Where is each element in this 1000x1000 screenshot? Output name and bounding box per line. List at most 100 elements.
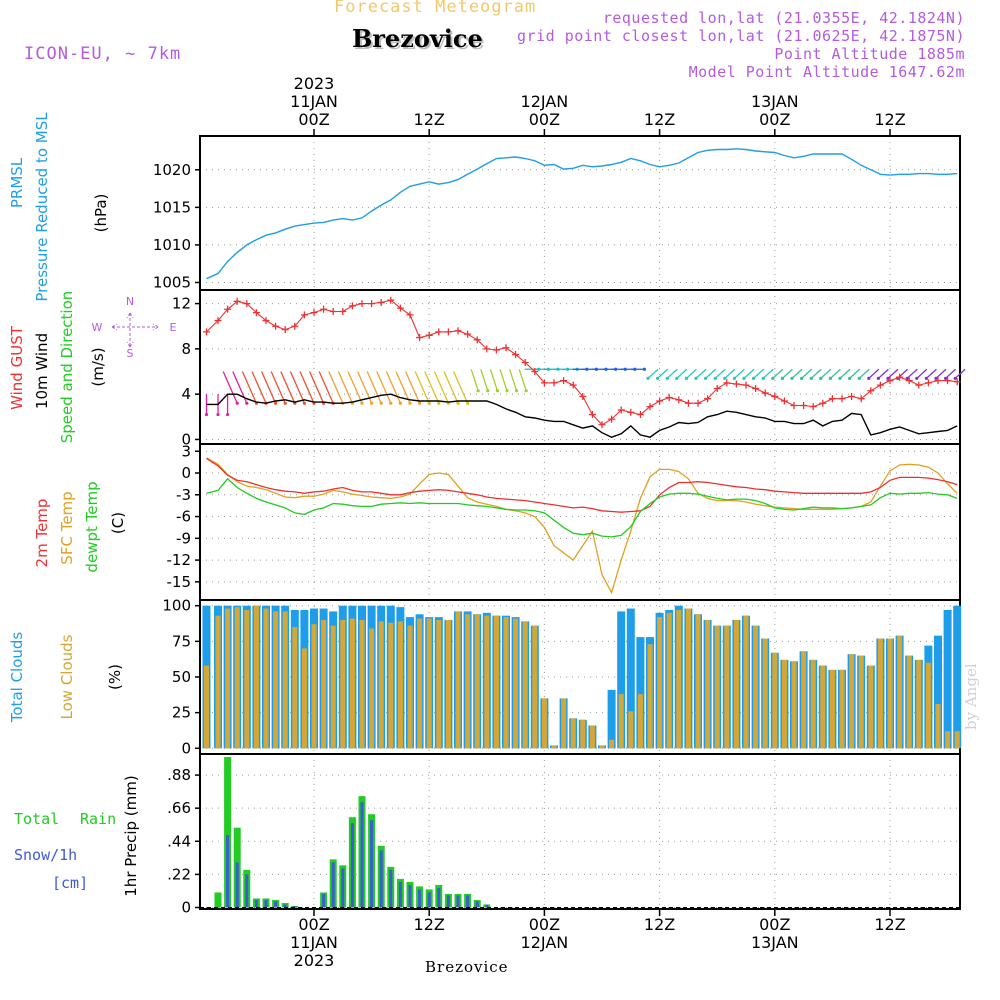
gust-marker [905,377,913,385]
wind-arrow-head [408,401,412,405]
label-rain: Rain [80,810,116,828]
wind-arrow [376,371,392,404]
wind-arrow-head [752,376,756,380]
snow-bar [235,862,239,908]
wind-arrow-head [713,376,717,380]
low-cloud-bar [810,659,816,749]
low-cloud-bar [513,618,519,749]
low-cloud-bar [705,619,711,749]
dewpt-line [206,477,958,538]
wind-arrow [791,368,803,379]
x-tick-label-top: 13JAN [751,92,799,111]
low-cloud-bar [215,615,221,749]
gust-marker [608,415,616,423]
wind-arrow-head [495,389,499,393]
wind-arrow-head [915,376,919,380]
compass-arrows [111,312,159,348]
wind-arrow-head [780,376,785,380]
snow-bar [408,884,412,908]
wind-arrow [810,368,822,379]
wind-arrow [309,371,325,404]
wind-arrow [508,369,518,391]
gust-marker [771,392,779,400]
gust-marker [598,421,606,429]
wind-arrow [657,368,669,379]
snow-bar [418,889,422,908]
low-cloud-bar [397,621,403,749]
wind-arrow [945,368,957,379]
gust-marker [550,379,558,387]
t2m-line [206,457,958,513]
low-cloud-bar [455,611,461,749]
wind-arrow [743,368,755,379]
low-cloud-bar [829,669,835,749]
panel-precipitation: 0 .22 .44 .66 .88 [167,753,961,916]
gust-marker [368,300,376,308]
y-tick-label: 0 [181,464,191,482]
low-cloud-bar [580,719,586,749]
y-tick-label: .88 [167,766,191,784]
x-tick-label-top: 12Z [874,110,905,129]
low-cloud-bar [282,611,288,749]
low-cloud-bar [561,698,567,749]
wind-arrow-head [283,401,287,405]
wind-arrow-head [665,376,669,380]
low-cloud-bar [887,638,893,749]
cloud-bars [202,605,962,749]
y-tick-label: 50 [172,668,191,686]
gust-marker [320,305,328,313]
wind-arrow-head [656,376,660,380]
gust-marker [857,395,865,403]
chart-title: Forecast Meteogram [334,0,537,17]
low-cloud-bar [743,615,749,749]
wind-compass-icon: N S W E [92,295,177,360]
low-cloud-bar [945,731,951,749]
snow-bar [331,862,335,908]
wind-arrow-head [398,401,402,405]
wind-arrow [489,369,499,391]
compass-e: E [170,321,177,334]
y-tick-label: -6 [176,508,191,526]
low-cloud-bar [474,614,480,749]
wind-arrow [916,368,928,379]
label-dewpt-temp: dewpt Temp [83,481,101,572]
wind-arrow [414,371,430,404]
y-tick-label: 0 [181,430,191,448]
wind-arrow [251,371,267,404]
wind-arrow [954,368,966,379]
gust-marker [761,389,769,397]
gust-marker [569,381,577,389]
low-cloud-bar [570,718,576,749]
label-hpa-unit: (hPa) [92,194,110,233]
low-cloud-bar [906,655,912,749]
snow-bar [322,893,326,908]
y-tick-label: .22 [167,865,191,883]
wind-arrow [289,371,305,404]
gust-marker [704,395,712,403]
gust-marker [454,327,462,335]
wind-arrow [499,369,508,391]
low-cloud-bar [685,608,691,749]
low-cloud-bar [445,619,451,749]
low-cloud-bar [340,619,346,749]
x-tick-label-bottom: 12Z [414,915,445,934]
y-tick-label: 100 [162,597,191,615]
wind-arrow [925,368,937,379]
wind-arrow-head [761,376,765,380]
low-cloud-bar [551,745,557,749]
wind-arrow-head [437,401,441,405]
snow-bar [379,850,383,908]
wind-arrow [395,371,411,404]
gust-marker [780,397,788,405]
snow-bar [283,904,287,908]
gust-marker [339,308,347,316]
label-prmsl: PRMSL [8,157,26,208]
wind-arrow-head [524,389,528,393]
wind-arrow-head [245,401,249,405]
wind-arrow [433,371,449,404]
y-tick-label: -3 [176,486,191,504]
y-tick-label: 25 [172,704,191,722]
wind-arrow [772,368,784,379]
y-tick-label: -12 [167,551,192,569]
